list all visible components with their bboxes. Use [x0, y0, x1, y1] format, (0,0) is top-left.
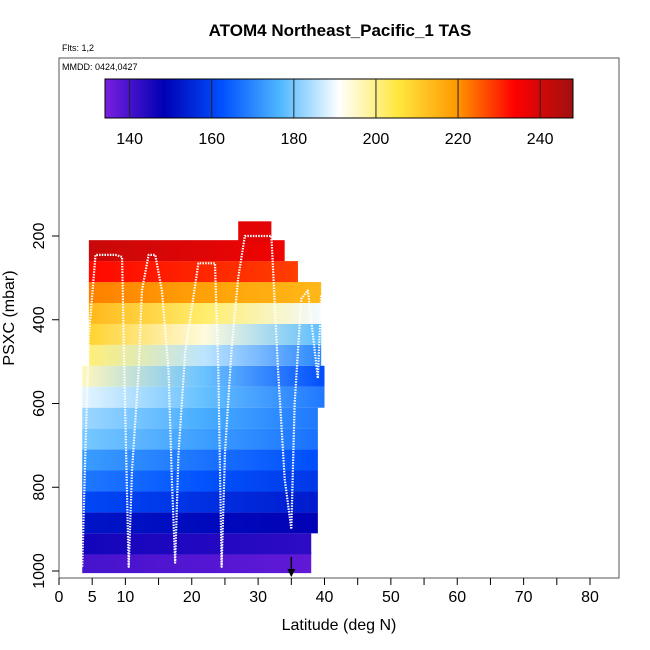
plot-frame — [58, 57, 620, 579]
heatmap-row-335 — [88, 282, 322, 304]
x-tick-label-50: 50 — [382, 589, 400, 606]
heatmap-row-980 — [82, 552, 312, 574]
colorbar-label-200: 200 — [363, 131, 390, 148]
heatmap-row-235 — [88, 240, 285, 262]
colorbar-label-180: 180 — [280, 131, 307, 148]
colorbar-gradient — [104, 78, 574, 119]
flight-track-line — [81, 234, 323, 568]
heatmap-row-635 — [82, 407, 318, 429]
heatmap — [82, 221, 325, 574]
heatmap-row-685 — [82, 428, 318, 450]
colorbar-label-140: 140 — [116, 131, 143, 148]
marker-arrow-head — [287, 569, 296, 577]
axes: 0 5 10 20 30 40 50 60 70 80 200 400 600 800 1000 — [31, 223, 599, 606]
colorbar-label-160: 160 — [198, 131, 225, 148]
heatmap-row-535 — [82, 365, 325, 387]
x-tick-label-0: 0 — [55, 589, 64, 606]
heatmap-row-935 — [82, 533, 312, 555]
x-tick-label-30: 30 — [249, 589, 267, 606]
heatmap-row-735 — [82, 449, 318, 471]
dates-annotation: MMDD: 0424,0427 — [62, 62, 138, 72]
colorbar-label-240: 240 — [527, 131, 554, 148]
heatmap-row-885 — [82, 512, 318, 534]
heatmap-row-485 — [88, 344, 322, 366]
heatmap-row-285 — [88, 261, 298, 283]
x-tick-label-60: 60 — [448, 589, 466, 606]
heatmap-row-835 — [82, 491, 318, 513]
y-axis-label: PSXC (mbar) — [1, 270, 18, 365]
flight-track — [81, 234, 323, 577]
heatmap-row-435 — [88, 323, 322, 345]
heatmap-row-585 — [82, 386, 325, 408]
flights-annotation: Flts: 1,2 — [62, 43, 94, 53]
heatmap-row-785 — [82, 470, 318, 492]
x-tick-label-70: 70 — [515, 589, 533, 606]
y-tick-label-600: 600 — [31, 390, 48, 417]
x-tick-label-40: 40 — [316, 589, 334, 606]
chart-title: ATOM4 Northeast_Pacific_1 TAS — [209, 21, 472, 40]
y-tick-label-1000: 1000 — [31, 553, 48, 589]
y-tick-label-200: 200 — [31, 223, 48, 250]
heatmap-row-190 — [238, 221, 272, 243]
x-tick-label-80: 80 — [581, 589, 599, 606]
heatmap-row-385 — [88, 302, 322, 324]
y-tick-label-400: 400 — [31, 306, 48, 333]
colorbar: 140 160 180 200 220 240 — [104, 78, 574, 148]
x-tick-label-5: 5 — [88, 589, 97, 606]
x-axis-label: Latitude (deg N) — [282, 617, 397, 634]
colorbar-label-220: 220 — [445, 131, 472, 148]
x-tick-label-20: 20 — [183, 589, 201, 606]
x-tick-label-10: 10 — [116, 589, 134, 606]
y-tick-label-800: 800 — [31, 474, 48, 501]
